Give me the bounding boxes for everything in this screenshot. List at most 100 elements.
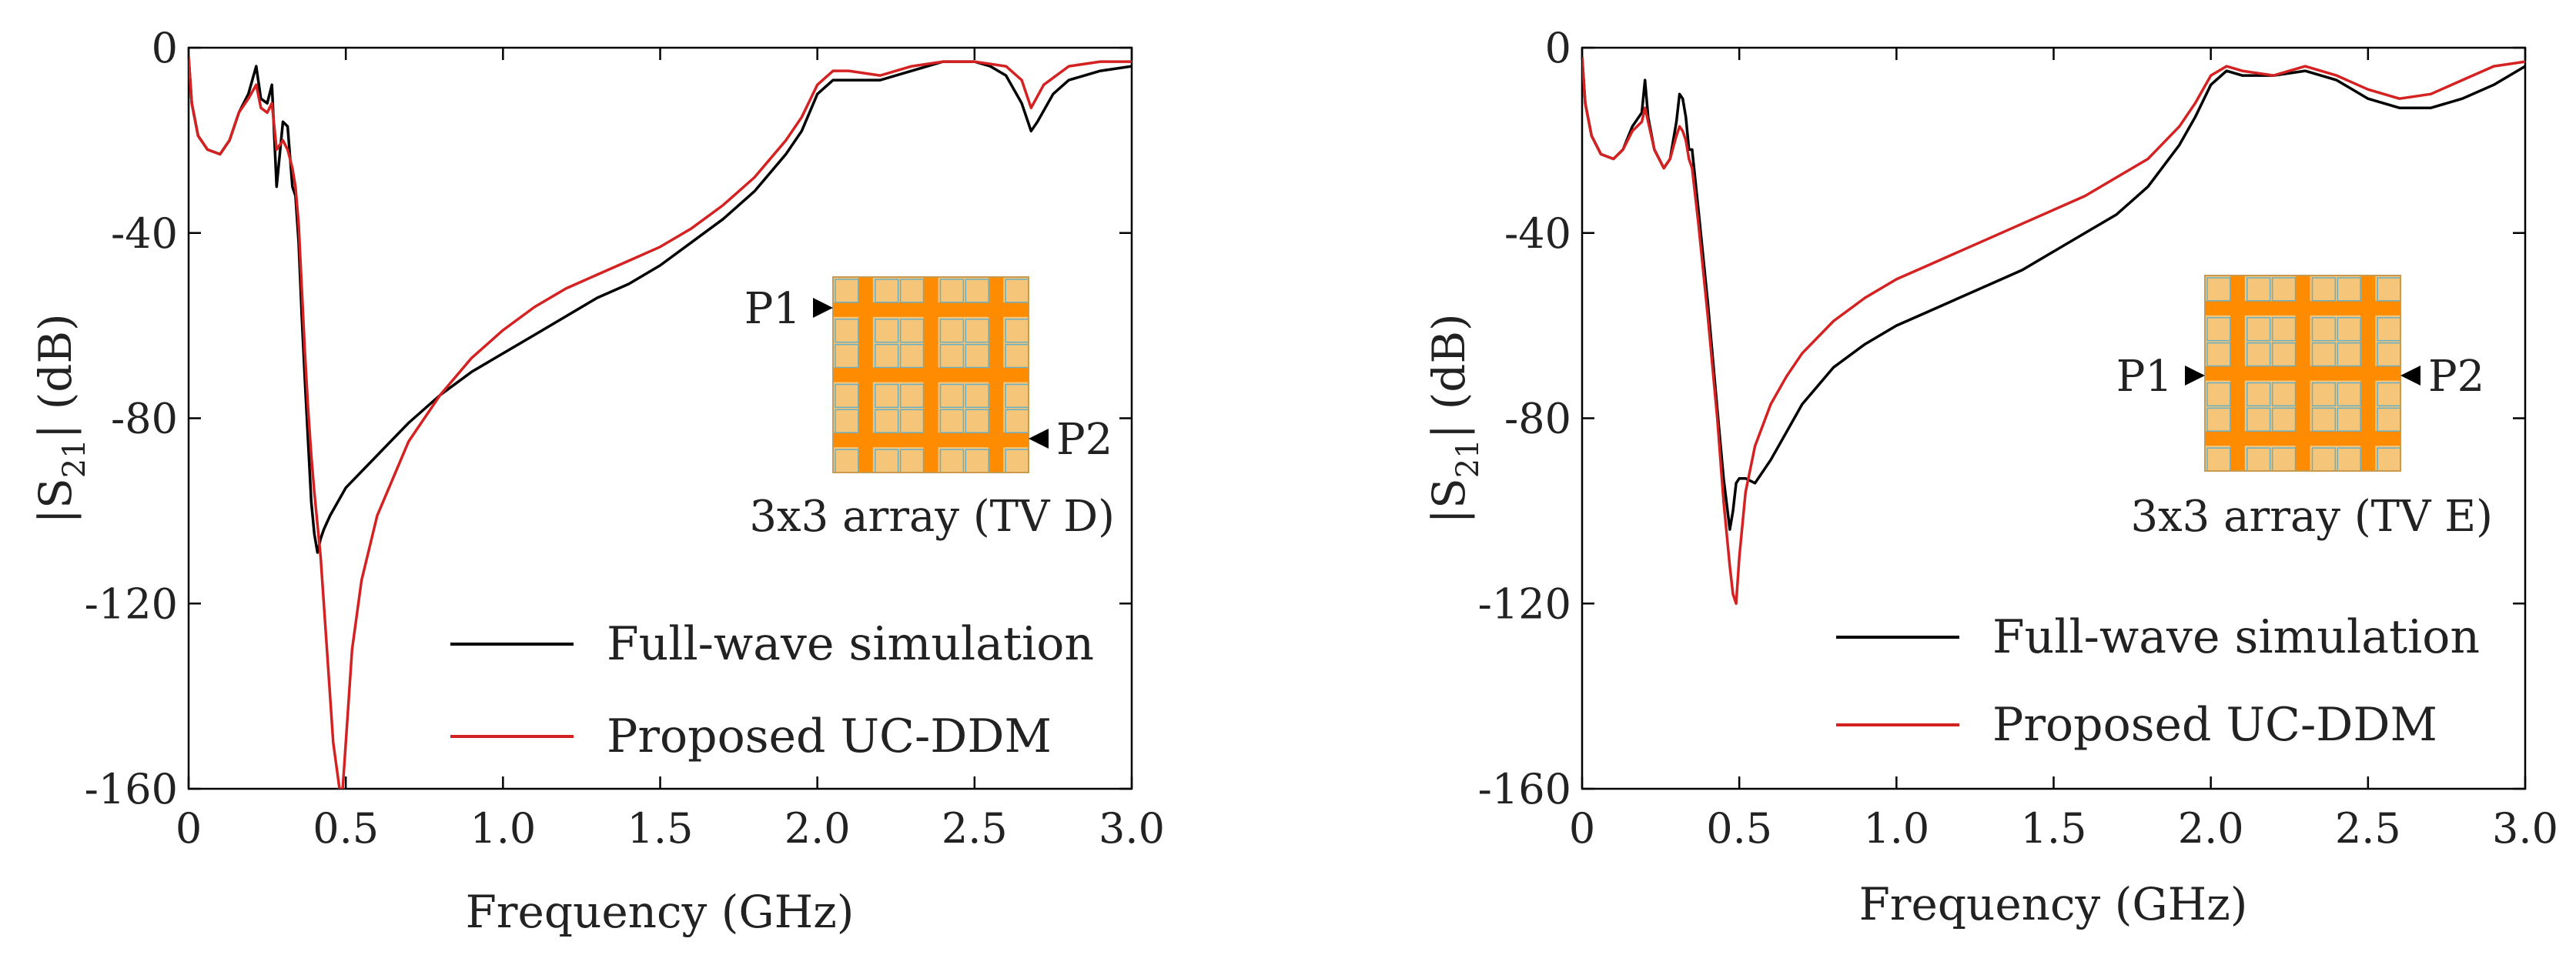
- inset-border: [832, 276, 1029, 473]
- y-tick-label: -120: [85, 579, 178, 628]
- y-axis-title-sub: 21: [1450, 439, 1486, 478]
- inset-subcell: [899, 383, 925, 409]
- inset-subcell: [2206, 447, 2231, 472]
- inset-strip-vertical: [2360, 275, 2376, 471]
- inset-subcell: [835, 343, 859, 369]
- inset-subcell: [2271, 447, 2297, 472]
- x-axis-title-left: Frequency (GHz): [466, 886, 855, 938]
- y-tick-label: -40: [1504, 209, 1571, 258]
- inset-subcell: [939, 343, 965, 369]
- port1-marker-left: [813, 298, 833, 318]
- inset-strip-horizontal: [833, 367, 1029, 382]
- inset-subcell: [2206, 407, 2231, 432]
- inset-subcell: [939, 319, 965, 343]
- inset-subcell: [2206, 317, 2231, 342]
- inset-subcell: [899, 279, 925, 303]
- inset-subcell: [899, 409, 925, 433]
- inset-subcell: [2271, 317, 2297, 342]
- inset-subcell: [2337, 382, 2361, 407]
- inset-strip-vertical: [989, 277, 1004, 472]
- inset-array-grid-left: [832, 276, 1029, 473]
- inset-subcell: [2377, 382, 2401, 407]
- series-layer-left: [189, 56, 1132, 789]
- inset-array-right: P1 P2 3x3 array (TV E): [2116, 275, 2493, 542]
- inset-subcell: [2271, 342, 2297, 367]
- inset-subcell: [2246, 447, 2271, 472]
- y-axis-title-pre: |S: [29, 478, 82, 523]
- inset-subcell: [2206, 277, 2231, 302]
- y-tick-label: -160: [1478, 765, 1571, 813]
- inset-subcell: [2311, 317, 2337, 342]
- x-tick-label: 0.5: [313, 804, 379, 853]
- inset-subcell: [2246, 382, 2271, 407]
- inset-subcell: [875, 383, 899, 409]
- inset-array-left: P1 P2 3x3 array (TV D): [744, 276, 1115, 542]
- series-layer-right: [1582, 56, 2525, 606]
- chart-right: 0 0.5 1.0 1.5 2.0 2.5 3.0 0 -40 -80 -120 -160 Frequ…: [1423, 24, 2558, 930]
- inset-subcell: [2246, 342, 2271, 367]
- legend-right: Full-wave simulation Proposed UC-DDM: [1836, 610, 2480, 752]
- legend-label-full-wave-right: Full-wave simulation: [1992, 610, 2480, 664]
- inset-subcell: [875, 319, 899, 343]
- port2-label-left: P2: [1056, 415, 1112, 465]
- inset-subcell: [965, 383, 989, 409]
- inset-subcell: [2206, 342, 2231, 367]
- inset-subcell: [2311, 382, 2337, 407]
- legend-label-uc-ddm-right: Proposed UC-DDM: [1992, 698, 2437, 752]
- inset-subcell: [965, 279, 989, 303]
- y-axis-title-right: |S21| (dB): [1423, 313, 1486, 523]
- port2-marker-right: [2400, 366, 2420, 386]
- tick-labels-left: 0 0.5 1.0 1.5 2.0 2.5 3.0 0 -40 -80 -120 -160: [85, 24, 1165, 853]
- chart-left: 0 0.5 1.0 1.5 2.0 2.5 3.0 0 -40 -80 -120 -160 Frequ…: [29, 24, 1165, 938]
- inset-subcell: [2377, 407, 2401, 432]
- inset-subcell: [2206, 382, 2231, 407]
- inset-subcell: [2311, 407, 2337, 432]
- inset-subcell: [2337, 317, 2361, 342]
- y-axis-title-sub: 21: [57, 439, 92, 478]
- legend-left: Full-wave simulation Proposed UC-DDM: [450, 617, 1094, 763]
- inset-subcell: [875, 409, 899, 433]
- series-line-proposed-uc-ddm-right: [1582, 56, 2525, 606]
- inset-subcell: [2311, 342, 2337, 367]
- inset-subcell: [1005, 409, 1029, 433]
- inset-strip-horizontal: [833, 432, 1029, 448]
- y-tick-label: 0: [1545, 24, 1571, 72]
- y-tick-label: -120: [1478, 579, 1571, 628]
- x-tick-label: 2.5: [2335, 804, 2401, 853]
- inset-subcell: [2337, 447, 2361, 472]
- y-tick-label: -160: [85, 765, 178, 813]
- inset-subcell: [2311, 277, 2337, 302]
- x-tick-label: 2.0: [785, 804, 851, 853]
- inset-subcell: [939, 383, 965, 409]
- inset-subcell: [2271, 407, 2297, 432]
- x-tick-label: 1.5: [2021, 804, 2087, 853]
- inset-subcell: [2337, 342, 2361, 367]
- x-tick-label: 2.0: [2178, 804, 2244, 853]
- inset-subcell: [2377, 342, 2401, 367]
- x-axis-title-right: Frequency (GHz): [1859, 878, 2248, 930]
- x-tick-label: 1.0: [1863, 804, 1929, 853]
- y-axis-title-left: |S21| (dB): [29, 313, 92, 523]
- inset-subcell: [835, 449, 859, 473]
- inset-subcell: [2246, 317, 2271, 342]
- inset-caption-left: 3x3 array (TV D): [749, 492, 1115, 542]
- x-tick-label: 0: [176, 804, 202, 853]
- inset-subcell: [2337, 277, 2361, 302]
- inset-subcell: [965, 449, 989, 473]
- inset-subcell: [1005, 279, 1029, 303]
- y-tick-label: -80: [111, 395, 178, 443]
- inset-subcell: [1005, 319, 1029, 343]
- y-tick-label: -40: [111, 209, 178, 258]
- inset-subcell: [2246, 407, 2271, 432]
- inset-subcell: [965, 343, 989, 369]
- port2-marker-left: [1029, 429, 1049, 449]
- legend-label-uc-ddm-left: Proposed UC-DDM: [607, 710, 1052, 763]
- port1-label-left: P1: [744, 284, 801, 334]
- inset-subcell: [2337, 407, 2361, 432]
- y-tick-label: 0: [152, 24, 178, 72]
- inset-subcell: [835, 409, 859, 433]
- inset-caption-right: 3x3 array (TV E): [2130, 492, 2493, 542]
- x-tick-label: 1.0: [470, 804, 536, 853]
- y-axis-title-post: | (dB): [29, 313, 82, 439]
